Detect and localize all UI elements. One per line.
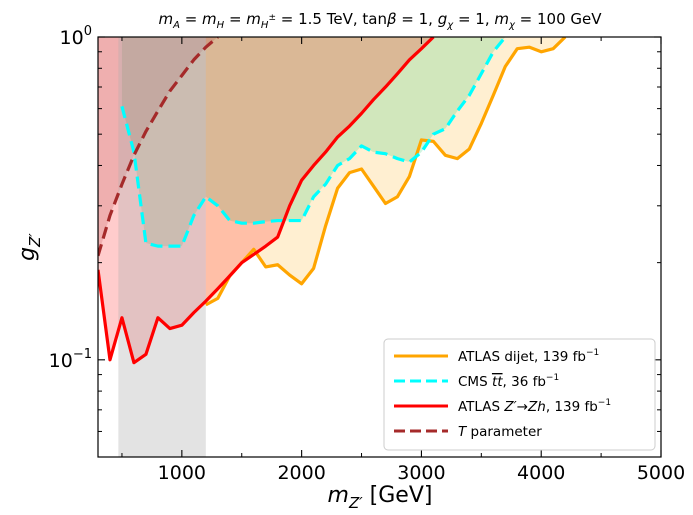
- plot-area: [98, 37, 567, 457]
- series-line-0: [205, 37, 567, 307]
- xtick-label: 3000: [397, 462, 445, 484]
- chart-title: mA = mH = mH± = 1.5 TeV, tanβ = 1, gχ = …: [158, 10, 602, 31]
- y-axis-title: gZ′: [15, 233, 44, 261]
- exclusion-fill-0: [205, 37, 566, 305]
- series-line-3: [98, 37, 219, 257]
- legend-label-t-parameter: T parameter: [458, 424, 542, 440]
- xtick-label: 2000: [277, 462, 325, 484]
- legend-label-atlas-zh: ATLAS Z′→Zh, 139 fb−1: [458, 398, 611, 415]
- xtick-label: 1000: [158, 462, 206, 484]
- legend-label-cms-tt: CMS tt, 36 fb−1: [458, 373, 559, 390]
- axes-frame: [97, 36, 662, 458]
- xtick-label: 4000: [517, 462, 565, 484]
- series-line-2: [98, 37, 435, 365]
- exclusion-fill-3: [98, 37, 218, 256]
- legend-box: [383, 338, 656, 451]
- exclusion-fill-1: [121, 37, 506, 247]
- legend-label-atlas-dijet: ATLAS dijet, 139 fb−1: [458, 348, 599, 365]
- exclusion-fill-2: [98, 37, 434, 363]
- ytick-label-1e0: 100: [60, 24, 92, 49]
- series-line-1: [120, 37, 507, 248]
- axis-ticks: 1000 2000 3000 4000 5000: [98, 36, 685, 484]
- legend: ATLAS dijet, 139 fb−1 CMS tt, 36 fb−1 AT…: [383, 338, 656, 451]
- x-axis-title: mZ′ [GeV]: [328, 483, 433, 512]
- ytick-label-1e-1: 10−1: [49, 347, 92, 372]
- xtick-label: 5000: [637, 462, 685, 484]
- limit-curves: [98, 37, 567, 365]
